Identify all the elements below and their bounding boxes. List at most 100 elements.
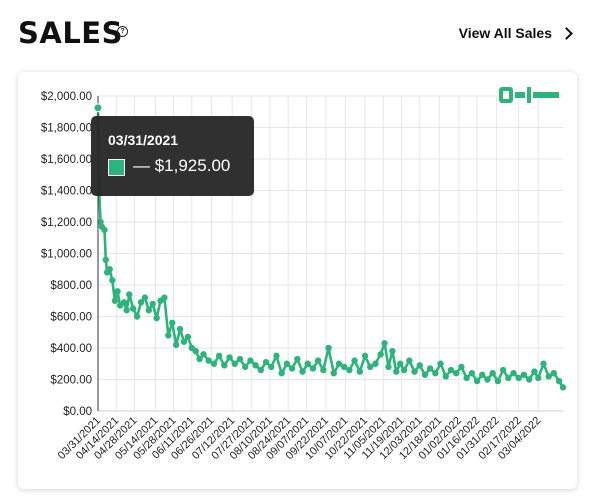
data-point — [442, 373, 449, 380]
data-point — [247, 357, 254, 364]
sales-line-chart[interactable]: $0.00 $200.00 $400.00 $600.00 $800.00 $1,000.… — [18, 72, 577, 489]
data-point — [489, 370, 496, 377]
data-point — [304, 360, 311, 367]
card-ladder-logo — [499, 84, 561, 106]
data-point — [320, 366, 327, 374]
data-point — [176, 325, 184, 333]
tooltip-series-swatch — [108, 159, 125, 176]
data-point — [555, 377, 563, 385]
data-point — [252, 362, 259, 369]
data-point — [385, 363, 392, 371]
data-point — [257, 366, 265, 374]
data-point — [361, 352, 369, 360]
data-point — [141, 294, 149, 301]
y-tick-label: $1,400.00 — [41, 186, 92, 198]
y-tick-label: $1,000.00 — [41, 249, 92, 261]
data-point — [381, 340, 388, 347]
data-point — [314, 357, 322, 364]
data-point — [196, 355, 203, 363]
data-point — [525, 376, 533, 383]
data-point — [396, 360, 404, 367]
data-point — [226, 354, 233, 361]
data-point — [499, 366, 507, 374]
data-point — [137, 299, 145, 306]
data-point — [123, 307, 130, 314]
data-point — [447, 366, 455, 374]
data-point — [520, 371, 528, 378]
data-point — [221, 362, 228, 369]
y-tick-label: $800.00 — [50, 280, 92, 292]
data-point — [165, 332, 172, 339]
data-point — [340, 363, 348, 371]
data-point — [120, 299, 128, 306]
data-point — [325, 344, 332, 352]
data-point — [268, 363, 275, 371]
data-point — [372, 360, 379, 367]
chart-tooltip: 03/31/2021 — $1,925.00 — [91, 116, 254, 196]
data-point — [367, 363, 374, 371]
data-point — [133, 313, 141, 320]
hover-point — [93, 103, 103, 113]
y-tick-label: $1,600.00 — [41, 154, 92, 166]
data-point — [262, 358, 270, 366]
data-point — [288, 365, 296, 372]
data-point — [510, 370, 517, 377]
data-point — [389, 347, 396, 355]
data-point — [494, 377, 502, 385]
y-tick-label: $1,200.00 — [41, 217, 92, 229]
data-point — [169, 319, 176, 326]
view-all-sales-link[interactable]: View All Sales — [459, 25, 573, 41]
y-tick-label: $200.00 — [50, 375, 92, 387]
data-point — [126, 291, 133, 298]
data-point — [411, 368, 418, 375]
data-point — [231, 360, 238, 367]
data-point — [416, 362, 423, 369]
data-point — [346, 366, 353, 374]
data-point — [468, 370, 476, 377]
data-point — [236, 355, 244, 363]
tooltip-date: 03/31/2021 — [108, 132, 179, 148]
data-point — [437, 360, 444, 367]
chevron-right-icon — [560, 26, 573, 40]
y-tick-label: $1,800.00 — [41, 123, 92, 135]
data-point — [109, 277, 116, 284]
data-point — [294, 355, 301, 363]
data-point — [106, 266, 113, 273]
data-point — [330, 370, 337, 377]
data-point — [180, 338, 188, 345]
data-point — [356, 368, 364, 375]
data-point — [432, 370, 439, 377]
data-point — [299, 368, 306, 375]
data-point — [545, 373, 552, 380]
data-point — [550, 370, 558, 377]
data-point — [463, 374, 470, 382]
sales-header: SALES ? View All Sales — [18, 12, 577, 52]
data-point — [400, 366, 408, 374]
data-point — [215, 352, 223, 360]
data-point — [531, 368, 538, 375]
sales-chart-card: $0.00 $200.00 $400.00 $600.00 $800.00 $1,000.… — [18, 72, 577, 489]
data-point — [114, 288, 121, 295]
data-point — [153, 314, 160, 322]
data-point — [200, 351, 207, 358]
data-point — [473, 377, 481, 385]
data-point — [458, 363, 465, 371]
data-point — [535, 374, 542, 382]
page-title: SALES — [18, 16, 124, 50]
data-point — [172, 341, 180, 349]
data-point — [479, 371, 486, 378]
data-point — [351, 357, 358, 364]
help-icon[interactable]: ? — [117, 26, 128, 37]
data-point — [102, 256, 110, 263]
data-point — [210, 360, 218, 367]
y-tick-label: $600.00 — [50, 312, 92, 324]
tooltip-value: — $1,925.00 — [133, 156, 231, 175]
data-point — [393, 368, 400, 375]
data-point — [421, 371, 429, 378]
data-point — [309, 365, 317, 372]
data-point — [192, 347, 199, 355]
data-point — [406, 357, 413, 364]
data-point — [283, 360, 291, 367]
data-point — [161, 294, 168, 301]
data-point — [273, 352, 280, 360]
